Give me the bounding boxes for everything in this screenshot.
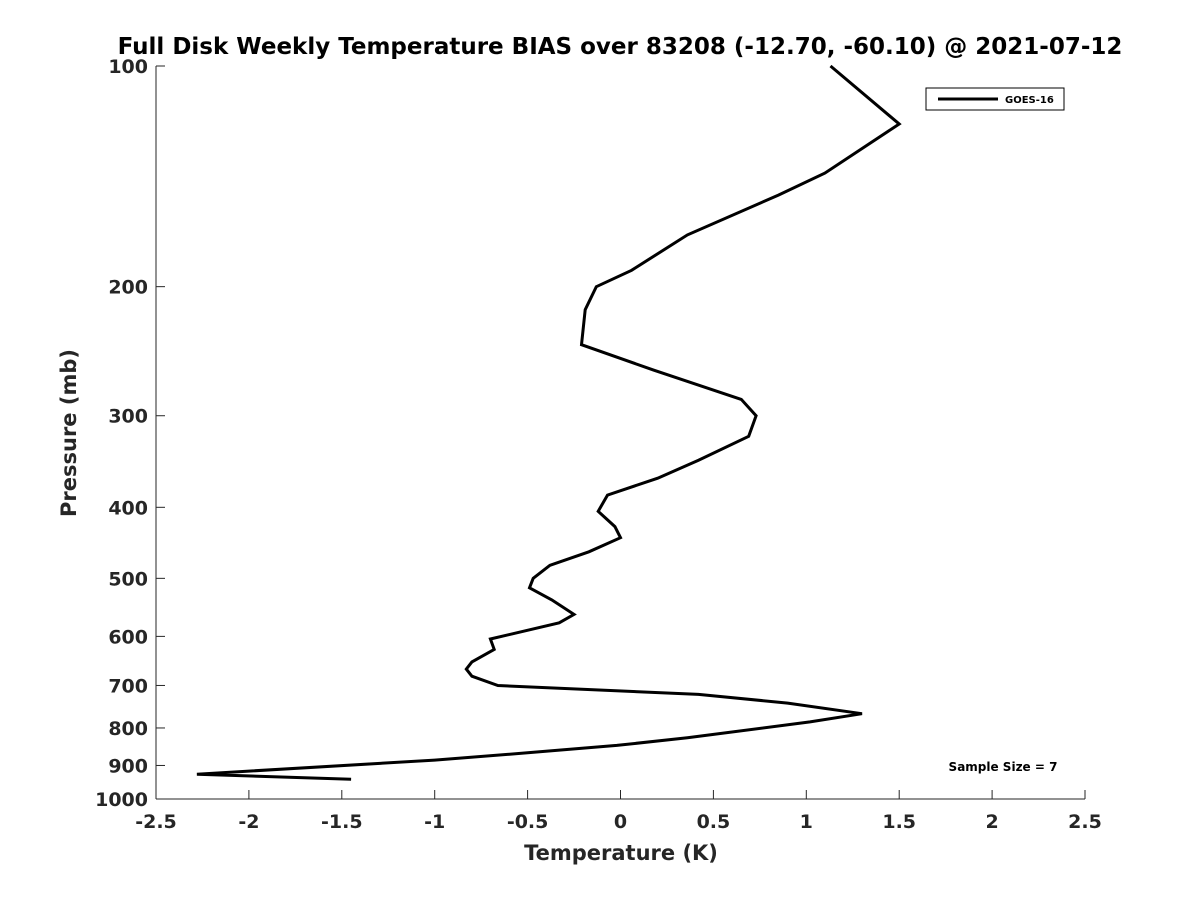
x-axis-ticks: -2.5 -2 -1.5 -1 -0.5 0 0.5 1 1.5 2 2.5: [135, 790, 1102, 833]
x-tick-label: 2: [985, 811, 998, 833]
x-tick-label: -0.5: [507, 811, 549, 833]
x-tick-label: -2.5: [135, 811, 177, 833]
y-tick-label: 600: [108, 626, 148, 648]
x-tick-label: 1: [800, 811, 813, 833]
x-tick-label: 1.5: [882, 811, 916, 833]
y-tick-label: 900: [108, 755, 148, 777]
x-tick-label: -2: [238, 811, 259, 833]
series-layer: [196, 64, 902, 781]
sample-size-annotation: Sample Size = 7: [949, 760, 1058, 774]
x-tick-label: -1.5: [321, 811, 363, 833]
y-tick-label: 800: [108, 718, 148, 740]
y-axis-label: Pressure (mb): [57, 349, 81, 517]
legend-label-goes-16: GOES-16: [1005, 95, 1054, 106]
x-tick-label: -1: [424, 811, 445, 833]
y-tick-label: 300: [108, 406, 148, 428]
y-tick-label: 1000: [95, 789, 148, 811]
y-tick-label: 200: [108, 277, 148, 299]
x-tick-label: 0: [614, 811, 627, 833]
chart-title: Full Disk Weekly Temperature BIAS over 8…: [118, 34, 1123, 60]
y-axis-ticks: 100 200 300 400 500 600 700 800 900 1000: [95, 56, 165, 811]
x-axis-label: Temperature (K): [524, 841, 718, 865]
y-tick-label: 500: [108, 568, 148, 590]
x-tick-label: 2.5: [1068, 811, 1102, 833]
legend: GOES-16: [925, 87, 1065, 111]
y-tick-label: 100: [108, 56, 148, 78]
y-tick-label: 400: [108, 497, 148, 519]
axes: [155, 66, 1085, 800]
x-tick-label: 0.5: [697, 811, 731, 833]
series-line-goes-16: [196, 64, 902, 781]
y-tick-label: 700: [108, 675, 148, 697]
